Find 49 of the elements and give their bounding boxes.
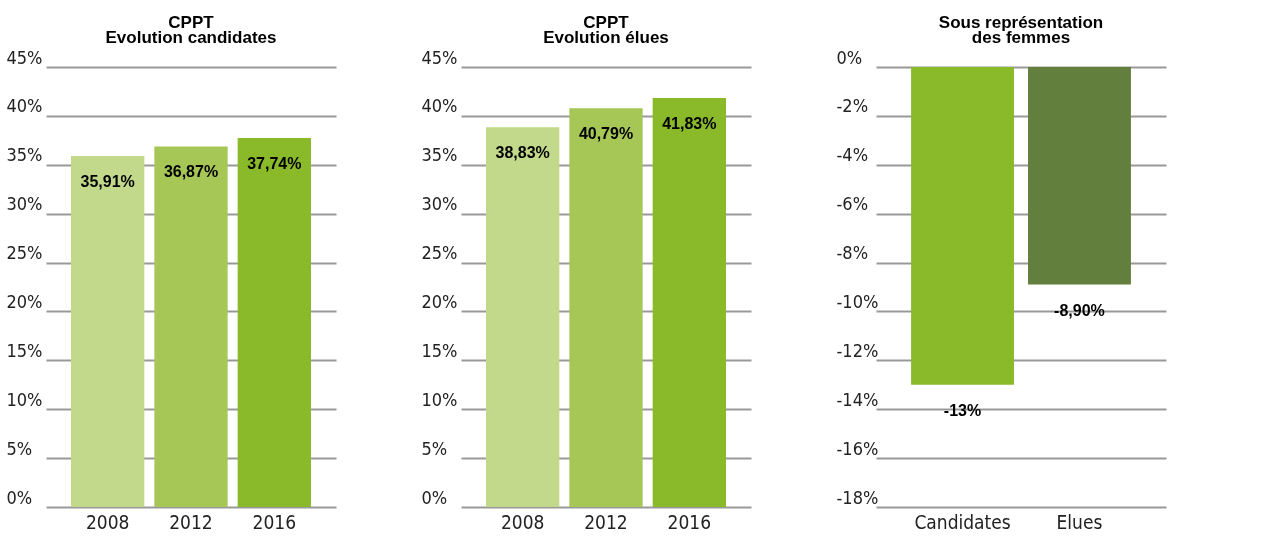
x-tick-label: 2012 (169, 510, 213, 533)
data-label: 41,83% (662, 115, 717, 132)
y-tick-label: 0% (836, 46, 863, 68)
y-tick-label: -6% (836, 193, 869, 215)
data-label: 35,91% (80, 172, 135, 190)
x-tick-label: Elues (1056, 510, 1103, 533)
x-tick-label: 2012 (584, 510, 628, 533)
x-tick-label: Candidates (914, 510, 1011, 533)
y-tick-label: 40% (421, 95, 458, 117)
data-label: -13% (943, 401, 982, 419)
y-tick-label: 45% (6, 46, 43, 68)
data-label: 38,83% (495, 144, 550, 162)
x-tick-label: 2016 (667, 510, 712, 533)
y-tick-label: 10% (421, 388, 458, 410)
y-tick-label: 20% (421, 290, 458, 312)
y-tick-label: 35% (421, 144, 458, 166)
y-tick-label: -2% (836, 95, 869, 117)
data-label: -8,90% (1054, 301, 1105, 319)
y-tick-label: 5% (421, 437, 448, 459)
y-tick-label: 40% (6, 95, 43, 117)
y-tick-label: 0% (421, 486, 448, 508)
y-tick-label: -4% (836, 144, 869, 166)
chart-title: CPPT Evolution candidates (105, 13, 277, 47)
y-tick-label: 15% (6, 339, 43, 361)
y-tick-label: 10% (6, 388, 43, 410)
data-label: 36,87% (163, 163, 219, 181)
y-tick-label: 25% (421, 242, 458, 264)
y-tick-label: 35% (6, 144, 43, 166)
y-tick-label: -10% (836, 290, 879, 312)
y-tick-label: 30% (6, 193, 43, 215)
x-tick-label: 2008 (500, 510, 545, 533)
y-tick-label: -18% (836, 486, 879, 508)
x-tick-label: 2008 (85, 510, 130, 533)
y-tick-label: 0% (6, 486, 33, 508)
y-tick-label: 45% (421, 46, 458, 68)
y-tick-label: 20% (6, 290, 43, 312)
x-tick-label: 2016 (252, 510, 297, 533)
y-tick-label: 5% (6, 437, 33, 459)
y-tick-label: 25% (6, 242, 43, 264)
data-label: 37,74% (247, 154, 302, 172)
y-tick-label: -14% (836, 388, 879, 410)
data-label: 40,79% (578, 125, 634, 143)
y-tick-label: -8% (836, 242, 869, 264)
y-tick-label: 30% (421, 193, 458, 215)
y-tick-label: -12% (836, 339, 879, 361)
y-tick-label: -16% (836, 437, 879, 459)
y-tick-label: 15% (421, 339, 458, 361)
chart-title: CPPT Evolution élues (543, 13, 669, 47)
chart-title: Sous représentation des femmes (938, 13, 1104, 47)
